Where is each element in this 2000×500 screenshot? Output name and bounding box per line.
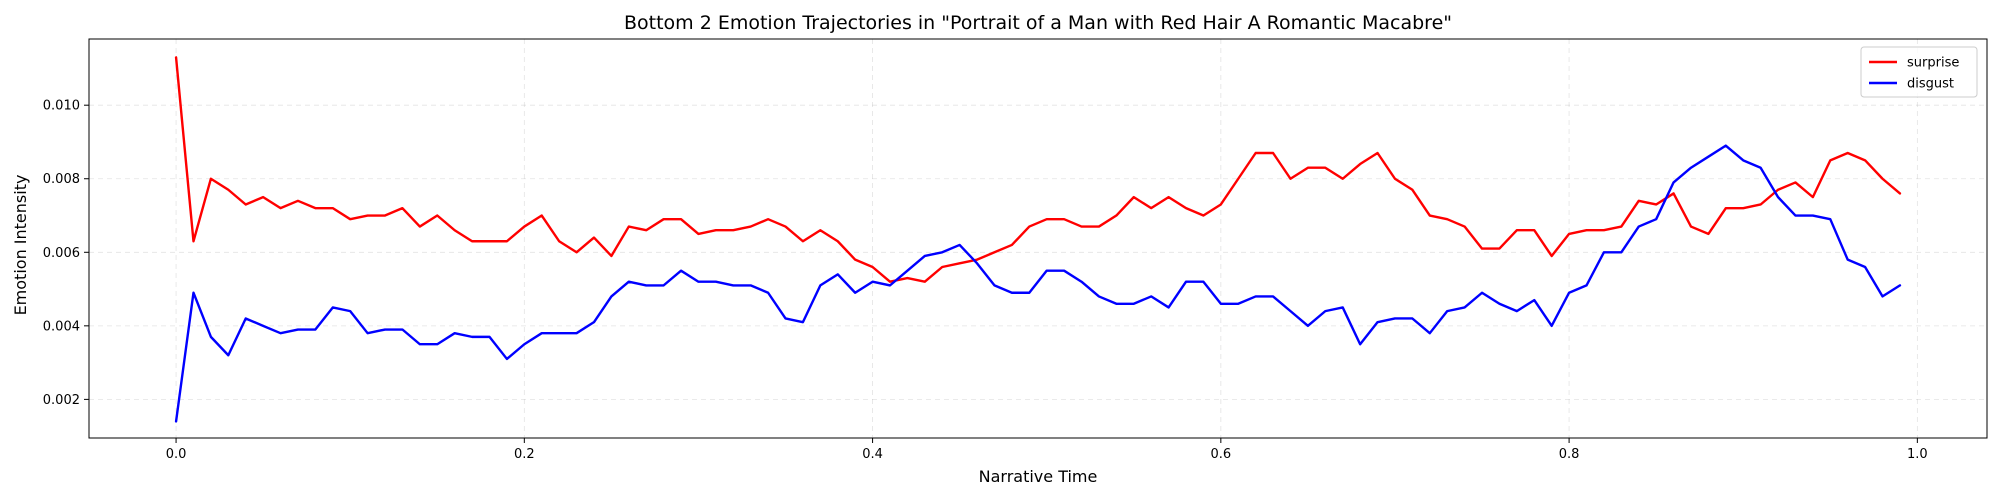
y-tick-label: 0.004	[43, 319, 80, 334]
x-axis-ticks: 0.0 0.2 0.4 0.6 0.8 1.0	[166, 438, 1928, 462]
legend: surprise disgust	[1860, 46, 1978, 98]
series-line-surprise	[174, 56, 1902, 283]
legend-label-surprise: surprise	[1907, 56, 1959, 71]
plot-frame	[88, 38, 1988, 439]
chart-title: Bottom 2 Emotion Trajectories in "Portra…	[624, 12, 1452, 34]
legend-box	[1860, 46, 1978, 98]
legend-items: surprise disgust	[1869, 56, 1959, 92]
y-tick-label: 0.008	[43, 172, 80, 187]
y-tick-label: 0.006	[43, 246, 80, 261]
x-axis-label: Narrative Time	[979, 467, 1098, 486]
x-tick-label: 0.8	[1559, 447, 1580, 462]
y-tick-label: 0.002	[43, 393, 80, 408]
x-tick-label: 0.0	[166, 447, 187, 462]
series-line-disgust	[174, 144, 1902, 423]
series-layer	[174, 56, 1902, 423]
y-tick-label: 0.010	[43, 99, 80, 114]
y-axis-label: Emotion Intensity	[11, 175, 30, 316]
x-tick-label: 1.0	[1907, 447, 1928, 462]
grid-layer	[89, 39, 1987, 438]
x-tick-label: 0.6	[1210, 447, 1231, 462]
y-axis-ticks: 0.002 0.004 0.006 0.008 0.010	[43, 99, 89, 408]
x-tick-label: 0.4	[862, 447, 883, 462]
x-tick-label: 0.2	[514, 447, 535, 462]
legend-label-disgust: disgust	[1907, 77, 1954, 92]
